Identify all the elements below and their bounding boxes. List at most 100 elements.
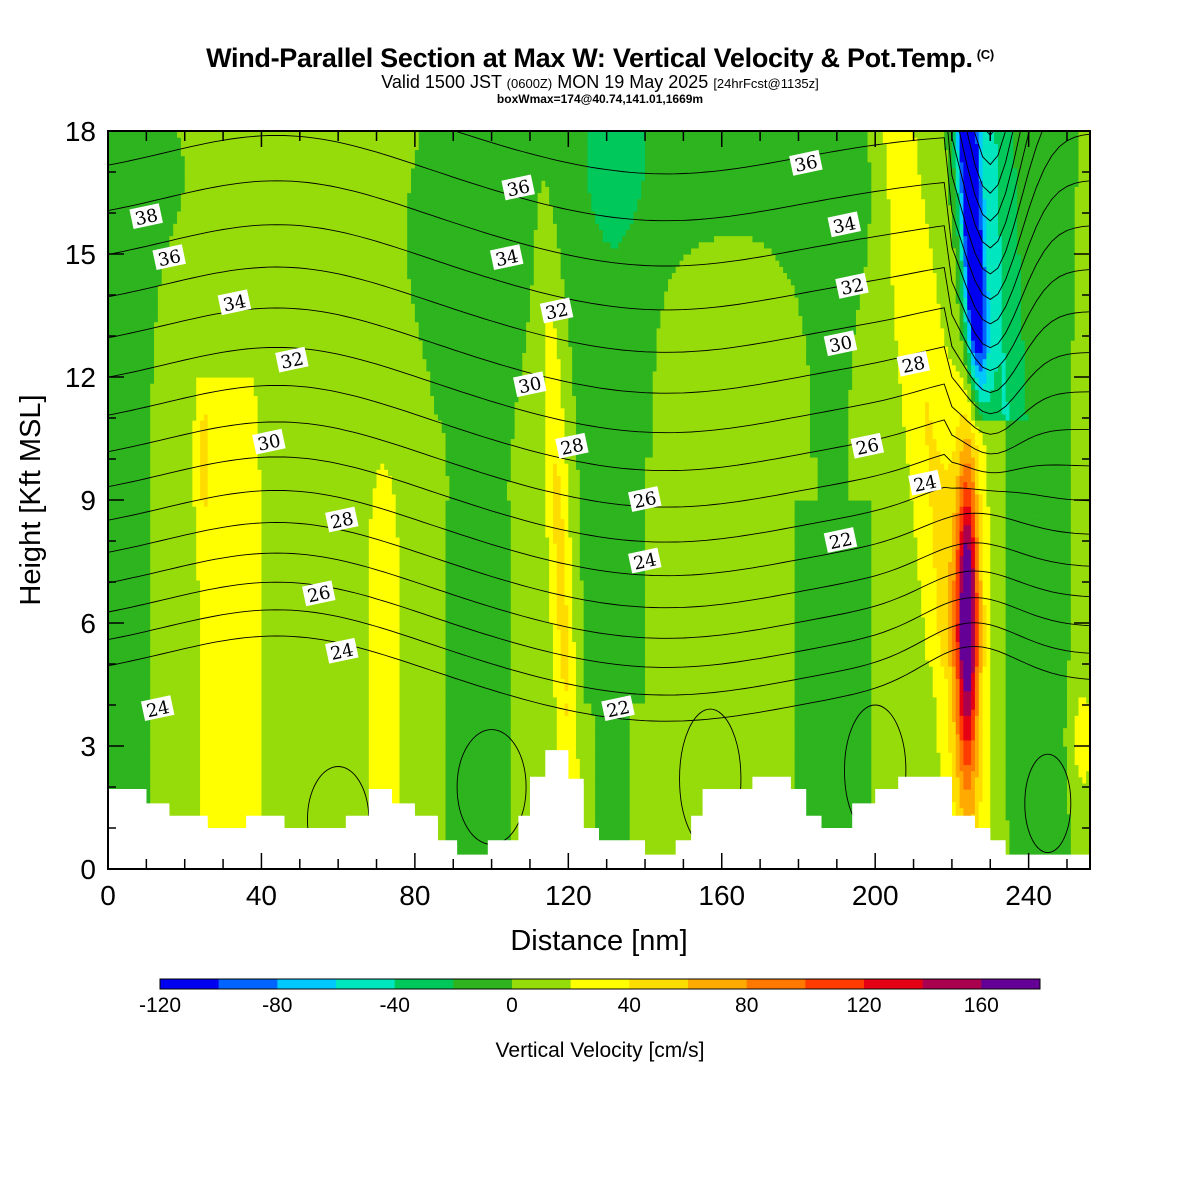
w-cell: [154, 555, 159, 563]
w-cell: [142, 309, 147, 317]
w-cell: [230, 167, 236, 175]
w-cell: [223, 346, 228, 353]
w-cell: [226, 346, 232, 353]
w-cell: [211, 407, 217, 415]
w-cell: [234, 715, 240, 722]
w-cell: [123, 690, 128, 698]
w-cell: [169, 475, 174, 483]
w-cell: [154, 647, 159, 655]
w-cell: [272, 241, 278, 249]
w-cell: [177, 143, 182, 151]
w-cell: [177, 776, 182, 784]
valid-zulu: (0600Z): [507, 76, 553, 91]
w-cell: [184, 333, 190, 341]
w-cell: [223, 647, 228, 655]
w-cell: [180, 346, 186, 353]
w-cell: [257, 327, 263, 335]
w-cell: [242, 174, 247, 181]
w-cell: [215, 143, 220, 151]
w-cell: [261, 420, 266, 427]
w-cell: [188, 727, 193, 735]
w-cell: [230, 327, 236, 335]
w-cell: [131, 309, 136, 317]
w-cell: [157, 346, 163, 353]
w-cell: [150, 493, 155, 501]
w-cell: [142, 752, 147, 759]
w-cell: [119, 284, 124, 292]
w-cell: [119, 666, 124, 673]
w-cell: [188, 616, 193, 624]
w-cell: [173, 327, 178, 335]
w-cell: [261, 413, 266, 421]
w-cell: [269, 155, 274, 163]
w-cell: [238, 733, 243, 741]
w-cell: [188, 284, 193, 292]
w-cell: [265, 315, 270, 323]
w-cell: [203, 647, 209, 655]
w-cell: [108, 469, 113, 476]
w-cell: [115, 321, 121, 329]
w-cell: [242, 309, 247, 317]
w-cell: [230, 629, 236, 636]
w-cell: [131, 764, 136, 772]
w-cell: [246, 432, 251, 440]
w-cell: [165, 284, 170, 292]
w-cell: [249, 524, 255, 532]
w-cell: [207, 647, 213, 655]
w-cell: [142, 586, 147, 593]
w-cell: [215, 721, 220, 729]
w-cell: [108, 395, 113, 403]
w-cell: [203, 715, 209, 722]
w-cell: [169, 358, 174, 366]
w-cell: [142, 407, 147, 415]
w-cell: [134, 678, 140, 686]
w-cell: [226, 500, 232, 507]
w-cell: [249, 592, 255, 599]
w-cell: [157, 506, 163, 513]
w-cell: [238, 229, 243, 237]
w-cell: [215, 297, 220, 304]
w-cell: [215, 186, 220, 194]
w-cell: [265, 635, 270, 643]
w-cell: [249, 709, 255, 716]
w-cell: [188, 223, 193, 230]
w-cell: [265, 395, 270, 403]
w-cell: [207, 641, 213, 649]
w-cell: [223, 487, 228, 495]
w-cell: [215, 819, 220, 827]
w-cell: [180, 167, 186, 175]
w-cell: [134, 616, 140, 624]
w-cell: [169, 530, 174, 538]
w-cell: [215, 161, 220, 169]
w-cell: [215, 192, 220, 200]
w-cell: [142, 536, 147, 544]
w-cell: [184, 370, 190, 378]
w-cell: [196, 407, 201, 415]
w-cell: [203, 641, 209, 649]
w-cell: [196, 235, 201, 243]
w-cell: [127, 666, 132, 673]
w-cell: [276, 192, 282, 200]
w-cell: [253, 727, 259, 735]
w-cell: [161, 561, 167, 569]
w-cell: [234, 174, 240, 181]
w-cell: [242, 401, 247, 409]
w-cell: [272, 487, 278, 495]
w-cell: [261, 315, 266, 323]
w-cell: [223, 340, 228, 347]
w-cell: [203, 487, 209, 495]
w-cell: [242, 776, 247, 784]
w-cell: [180, 352, 186, 360]
w-cell: [246, 610, 251, 618]
w-cell: [123, 635, 128, 643]
w-cell: [146, 641, 151, 649]
w-cell: [207, 770, 213, 778]
w-cell: [134, 272, 140, 280]
w-cell: [211, 346, 217, 353]
w-cell: [269, 290, 274, 298]
w-cell: [219, 284, 224, 292]
w-cell: [146, 241, 151, 249]
w-cell: [169, 383, 174, 390]
w-cell: [238, 155, 243, 163]
w-cell: [272, 346, 278, 353]
